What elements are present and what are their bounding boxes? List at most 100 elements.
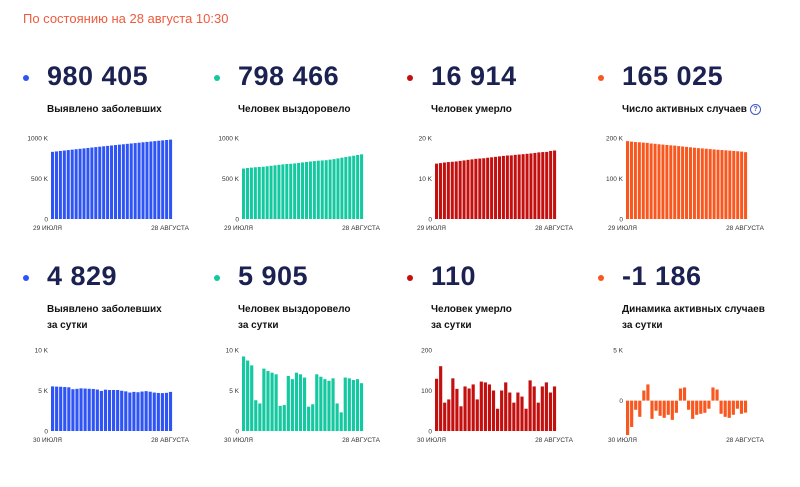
y-tick-label: 5 K bbox=[613, 348, 623, 355]
stat-label-line: за сутки bbox=[622, 320, 663, 331]
bar bbox=[669, 145, 673, 219]
bar bbox=[695, 400, 699, 415]
bar bbox=[294, 372, 299, 431]
stat-value: 16 914 bbox=[431, 61, 517, 91]
bar bbox=[462, 160, 466, 219]
bar bbox=[62, 150, 66, 219]
bar bbox=[340, 157, 344, 219]
bar bbox=[286, 375, 290, 431]
bar bbox=[86, 147, 90, 219]
bar bbox=[497, 156, 502, 219]
bar bbox=[673, 145, 677, 219]
bar bbox=[339, 412, 343, 431]
y-tick-label: 0 bbox=[619, 398, 623, 405]
bar bbox=[649, 143, 653, 219]
bar bbox=[70, 149, 74, 219]
bar bbox=[719, 400, 723, 414]
stat-label: Выявлено заболевших bbox=[47, 102, 162, 118]
stat-label: Человек умерло bbox=[431, 102, 512, 118]
question-icon[interactable]: ? bbox=[749, 104, 761, 115]
bar bbox=[74, 149, 78, 219]
bullet-dot bbox=[598, 75, 604, 81]
y-tick-label: 0 bbox=[44, 217, 48, 224]
y-tick-label: 5 K bbox=[38, 388, 48, 395]
bar bbox=[707, 400, 711, 409]
bar bbox=[512, 402, 516, 431]
bar bbox=[319, 376, 323, 431]
bar bbox=[153, 141, 157, 219]
y-tick-label: 1000 K bbox=[218, 136, 239, 143]
bar bbox=[629, 141, 633, 219]
bar bbox=[483, 382, 487, 431]
bar bbox=[133, 143, 137, 219]
stat-value: 5 905 bbox=[238, 261, 309, 291]
bar bbox=[687, 400, 691, 410]
bar bbox=[735, 400, 739, 409]
bar bbox=[739, 400, 744, 414]
bar bbox=[113, 145, 118, 219]
bar bbox=[490, 157, 494, 219]
stat-card: 5 905 Человек выздоровело за сутки 0 5 K 10 K… bbox=[214, 260, 394, 475]
bar bbox=[132, 391, 136, 431]
bar bbox=[731, 400, 735, 415]
bar bbox=[650, 400, 654, 419]
bullet-dot bbox=[23, 275, 29, 281]
stat-card: 4 829 Выявлено заболевших за сутки 0 5 K 10 K… bbox=[23, 260, 203, 475]
bar bbox=[715, 389, 719, 401]
bar bbox=[500, 390, 504, 431]
bar bbox=[501, 155, 505, 219]
y-tick-label: 5 K bbox=[229, 388, 239, 395]
stat-label-line: Число активных случаев bbox=[622, 104, 747, 115]
bar bbox=[548, 392, 553, 431]
y-tick-label: 10 K bbox=[35, 348, 49, 355]
bar bbox=[528, 380, 532, 432]
bar bbox=[711, 387, 715, 401]
stat-card: 980 405 Выявлено заболевших 0 500 K 1000 K 29… bbox=[23, 60, 203, 275]
x-start-label: 29 ИЮЛЯ bbox=[608, 225, 637, 232]
bar bbox=[343, 377, 347, 431]
bar bbox=[301, 162, 305, 219]
bar bbox=[446, 162, 450, 219]
bar bbox=[359, 383, 364, 431]
bar bbox=[355, 379, 360, 431]
bar bbox=[443, 402, 447, 431]
bar bbox=[509, 155, 513, 219]
y-tick-label: 0 bbox=[235, 217, 239, 224]
stat-label-line: Человек умерло bbox=[431, 304, 512, 315]
bar bbox=[736, 151, 740, 219]
bar bbox=[103, 389, 108, 431]
bar bbox=[692, 147, 696, 219]
bar bbox=[125, 143, 129, 219]
x-end-label: 28 АВГУСТА bbox=[151, 437, 190, 444]
bar bbox=[258, 403, 262, 431]
bar bbox=[724, 150, 728, 219]
bar bbox=[95, 389, 99, 431]
stat-label-line: Человек выздоровело bbox=[238, 304, 351, 315]
bar bbox=[646, 384, 650, 401]
bar bbox=[107, 390, 112, 431]
bar bbox=[98, 146, 102, 219]
bar bbox=[90, 147, 94, 219]
bar bbox=[250, 365, 254, 431]
bar bbox=[478, 158, 482, 219]
bar bbox=[360, 154, 364, 219]
x-start-label: 30 ИЮЛЯ bbox=[608, 437, 637, 444]
bar bbox=[662, 400, 666, 418]
x-end-label: 28 АВГУСТА bbox=[535, 437, 574, 444]
bullet-dot bbox=[23, 75, 29, 81]
timestamp-header: По состоянию на 28 августа 10:30 bbox=[23, 11, 229, 26]
bar bbox=[152, 392, 156, 431]
bar bbox=[161, 140, 165, 219]
bar bbox=[116, 390, 120, 431]
bar bbox=[110, 145, 114, 219]
stat-label-line: Человек умерло bbox=[431, 104, 512, 115]
bar bbox=[129, 143, 133, 219]
bar bbox=[164, 392, 169, 431]
bar bbox=[520, 396, 524, 431]
bar bbox=[79, 388, 83, 431]
bar bbox=[253, 167, 257, 219]
bar bbox=[658, 400, 662, 416]
bar bbox=[454, 161, 458, 219]
bar bbox=[740, 151, 744, 219]
bar bbox=[66, 150, 70, 219]
